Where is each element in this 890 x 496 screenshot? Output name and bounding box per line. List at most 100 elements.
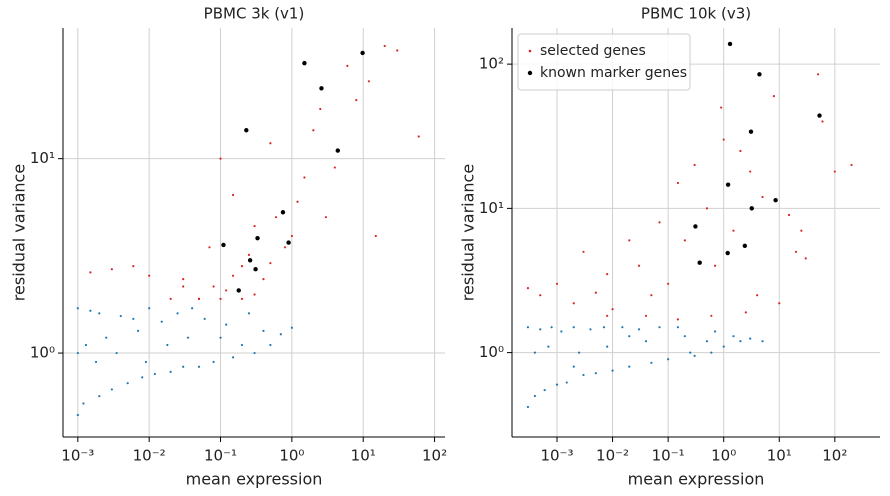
point bbox=[262, 329, 265, 333]
point bbox=[705, 207, 709, 210]
point bbox=[821, 120, 824, 123]
point bbox=[800, 229, 803, 232]
point bbox=[119, 314, 122, 318]
point bbox=[197, 297, 201, 300]
point bbox=[658, 221, 661, 224]
point bbox=[208, 246, 211, 249]
point bbox=[628, 335, 631, 338]
point bbox=[148, 274, 151, 277]
point bbox=[693, 163, 696, 167]
point bbox=[296, 200, 299, 203]
point bbox=[756, 294, 759, 297]
point bbox=[676, 318, 680, 321]
point bbox=[191, 307, 194, 310]
point bbox=[197, 365, 201, 368]
point bbox=[110, 388, 113, 391]
point bbox=[253, 351, 256, 355]
point bbox=[742, 243, 748, 249]
point bbox=[255, 235, 260, 241]
point bbox=[676, 326, 680, 329]
point bbox=[231, 193, 235, 197]
x-axis-label: mean expression bbox=[628, 470, 765, 489]
point bbox=[667, 358, 670, 361]
legend-label: selected genes bbox=[540, 43, 646, 59]
point bbox=[76, 307, 79, 310]
point bbox=[219, 157, 222, 160]
point bbox=[725, 250, 730, 256]
point bbox=[166, 343, 169, 347]
point bbox=[555, 383, 559, 386]
point bbox=[240, 265, 244, 268]
point bbox=[611, 369, 614, 372]
point bbox=[572, 326, 575, 329]
legend-box bbox=[517, 33, 691, 91]
point bbox=[219, 336, 222, 339]
point bbox=[817, 73, 820, 76]
point bbox=[676, 181, 680, 185]
point bbox=[319, 86, 324, 91]
point bbox=[355, 99, 358, 102]
point bbox=[141, 376, 144, 379]
point bbox=[319, 107, 322, 111]
point bbox=[253, 267, 258, 272]
point bbox=[110, 268, 113, 271]
point bbox=[115, 351, 118, 355]
point bbox=[212, 285, 215, 288]
point bbox=[253, 224, 256, 228]
point bbox=[693, 224, 698, 229]
point bbox=[290, 234, 293, 238]
point bbox=[644, 340, 648, 343]
point bbox=[280, 210, 286, 215]
y-axis-label: residual variance bbox=[10, 164, 29, 301]
point bbox=[739, 340, 742, 343]
point bbox=[705, 340, 709, 343]
y-tick-label: 10⁰ bbox=[479, 343, 504, 361]
chart-title: PBMC 3k (v1) bbox=[204, 5, 305, 23]
point bbox=[286, 240, 291, 245]
point bbox=[644, 314, 648, 317]
point bbox=[725, 182, 731, 187]
point bbox=[749, 170, 752, 173]
point bbox=[817, 113, 822, 118]
point bbox=[650, 361, 653, 364]
x-axis-label: mean expression bbox=[186, 470, 323, 489]
point bbox=[231, 356, 235, 359]
point bbox=[290, 326, 293, 329]
point bbox=[722, 138, 725, 141]
point bbox=[543, 388, 546, 392]
point bbox=[637, 328, 641, 331]
point bbox=[689, 351, 692, 354]
point bbox=[526, 326, 530, 329]
point bbox=[182, 285, 185, 288]
point bbox=[526, 405, 530, 409]
point bbox=[732, 335, 735, 338]
point bbox=[383, 44, 386, 48]
point bbox=[221, 242, 226, 248]
point bbox=[628, 239, 631, 242]
point bbox=[148, 307, 151, 310]
point bbox=[748, 129, 754, 134]
point bbox=[346, 64, 349, 68]
point bbox=[749, 206, 754, 211]
point bbox=[303, 176, 306, 179]
point bbox=[144, 360, 148, 364]
x-tick-label: 10¹ bbox=[351, 447, 376, 465]
point bbox=[710, 351, 713, 354]
point bbox=[186, 336, 190, 339]
point bbox=[582, 373, 585, 377]
point bbox=[176, 312, 179, 315]
point bbox=[279, 333, 282, 336]
point bbox=[757, 72, 762, 77]
point bbox=[169, 297, 172, 300]
point bbox=[219, 297, 222, 300]
point bbox=[236, 288, 241, 293]
point bbox=[602, 326, 606, 329]
legend-marker bbox=[527, 70, 533, 76]
point bbox=[772, 95, 775, 98]
point bbox=[637, 264, 641, 267]
point bbox=[594, 291, 597, 294]
point bbox=[360, 50, 365, 56]
point bbox=[683, 335, 686, 338]
point bbox=[761, 340, 764, 343]
point bbox=[98, 312, 101, 315]
